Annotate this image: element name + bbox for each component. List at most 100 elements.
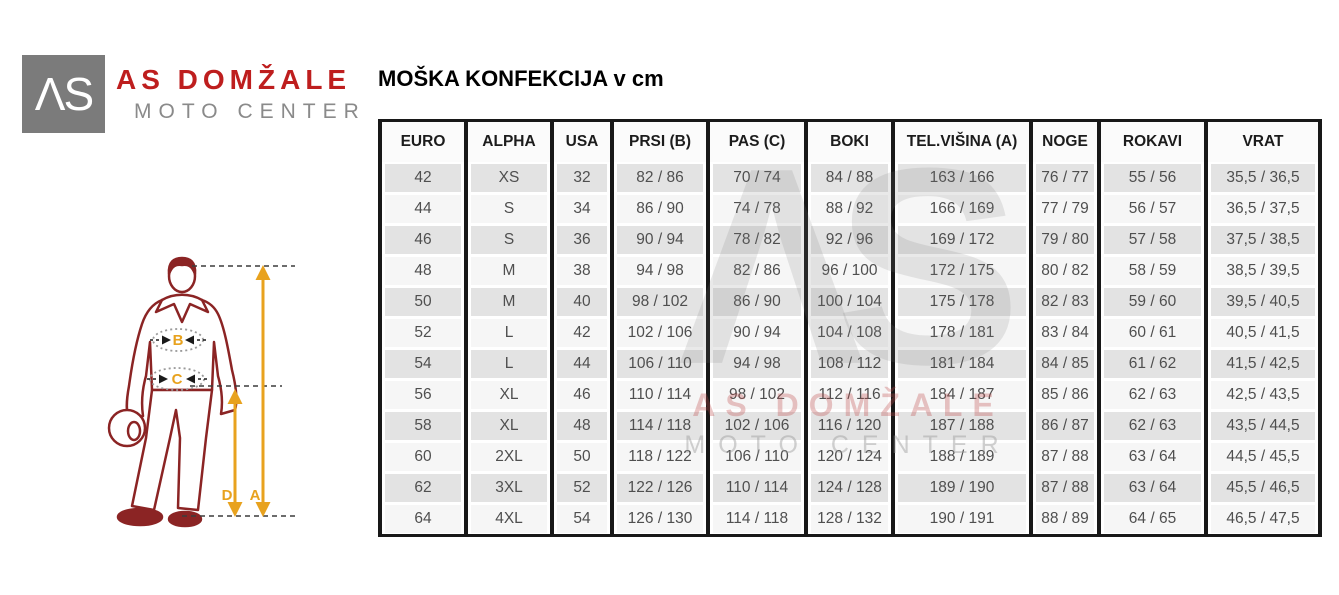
- table-cell: 184 / 187: [891, 378, 1033, 410]
- table-row: 48 M 38 94 / 98 82 / 86 96 / 100 172 / 175 80 /…: [378, 254, 1322, 286]
- table-cell: 187 / 188: [891, 409, 1033, 441]
- table-cell: 32: [550, 161, 614, 193]
- table-cell: 87 / 88: [1029, 440, 1101, 472]
- table-cell: 79 / 80: [1029, 223, 1101, 255]
- measurement-figure: B C D A: [107, 256, 295, 528]
- table-cell: 62 / 63: [1097, 378, 1208, 410]
- table-cell: 46,5 / 47,5: [1204, 502, 1322, 535]
- table-row: 46 S 36 90 / 94 78 / 82 92 / 96 169 / 172 79 / …: [378, 223, 1322, 255]
- table-cell: 35,5 / 36,5: [1204, 161, 1322, 193]
- table-cell: M: [464, 285, 554, 317]
- inseam-arrow-bottom: [227, 502, 243, 517]
- table-cell: 80 / 82: [1029, 254, 1101, 286]
- table-cell: 84 / 85: [1029, 347, 1101, 379]
- table-cell: 54: [550, 502, 614, 535]
- table-cell: 59 / 60: [1097, 285, 1208, 317]
- table-cell: 61 / 62: [1097, 347, 1208, 379]
- table-cell: 46: [550, 378, 614, 410]
- col-header-boki: BOKI: [804, 120, 895, 162]
- table-cell: 94 / 98: [706, 347, 808, 379]
- table-cell: 44,5 / 45,5: [1204, 440, 1322, 472]
- table-row: 44 S 34 86 / 90 74 / 78 88 / 92 166 / 169 77 / …: [378, 192, 1322, 224]
- table-cell: 36: [550, 223, 614, 255]
- table-cell: 38: [550, 254, 614, 286]
- table-cell: 102 / 106: [706, 409, 808, 441]
- table-cell: 112 / 116: [804, 378, 895, 410]
- table-cell: 58 / 59: [1097, 254, 1208, 286]
- table-cell: 169 / 172: [891, 223, 1033, 255]
- table-cell: XL: [464, 378, 554, 410]
- brand-subtitle: MOTO CENTER: [134, 100, 366, 123]
- table-cell: L: [464, 316, 554, 348]
- table-cell: 48: [378, 254, 468, 286]
- page-title: MOŠKA KONFEKCIJA v cm: [378, 66, 664, 91]
- table-cell: 42,5 / 43,5: [1204, 378, 1322, 410]
- table-cell: 190 / 191: [891, 502, 1033, 535]
- table-cell: 77 / 79: [1029, 192, 1101, 224]
- table-row: 56 XL 46 110 / 114 98 / 102 112 / 116 184 / 18…: [378, 378, 1322, 410]
- size-table-body: 42 XS 32 82 / 86 70 / 74 84 / 88 163 / 166 76 /…: [378, 161, 1322, 535]
- table-cell: 36,5 / 37,5: [1204, 192, 1322, 224]
- table-cell: 76 / 77: [1029, 161, 1101, 193]
- table-cell: 41,5 / 42,5: [1204, 347, 1322, 379]
- table-cell: 122 / 126: [610, 471, 710, 503]
- table-cell: 88 / 89: [1029, 502, 1101, 535]
- table-cell: 104 / 108: [804, 316, 895, 348]
- table-row: 54 L 44 106 / 110 94 / 98 108 / 112 181 / 184 8…: [378, 347, 1322, 379]
- table-cell: 88 / 92: [804, 192, 895, 224]
- table-cell: 188 / 189: [891, 440, 1033, 472]
- table-row: 62 3XL 52 122 / 126 110 / 114 124 / 128 189 / …: [378, 471, 1322, 503]
- table-cell: 83 / 84: [1029, 316, 1101, 348]
- table-cell: 42: [550, 316, 614, 348]
- col-header-pas: PAS (C): [706, 120, 808, 162]
- table-cell: 64: [378, 502, 468, 535]
- table-cell: 50: [378, 285, 468, 317]
- table-cell: 60: [378, 440, 468, 472]
- girth-arrows: [147, 335, 207, 384]
- col-header-euro: EURO: [378, 120, 468, 162]
- brand-name: AS DOMŽALE: [116, 64, 352, 95]
- col-header-vrat: VRAT: [1204, 120, 1322, 162]
- table-cell: 42: [378, 161, 468, 193]
- table-cell: 106 / 110: [610, 347, 710, 379]
- table-cell: 55 / 56: [1097, 161, 1208, 193]
- table-cell: 98 / 102: [706, 378, 808, 410]
- height-label: A: [250, 487, 261, 504]
- table-row: 50 M 40 98 / 102 86 / 90 100 / 104 175 / 178 82…: [378, 285, 1322, 317]
- table-cell: 70 / 74: [706, 161, 808, 193]
- table-cell: 86 / 90: [706, 285, 808, 317]
- table-cell: XL: [464, 409, 554, 441]
- table-cell: 34: [550, 192, 614, 224]
- table-cell: 56 / 57: [1097, 192, 1208, 224]
- hair: [167, 256, 197, 276]
- reference-lines: [182, 265, 295, 517]
- table-cell: L: [464, 347, 554, 379]
- table-cell: 44: [550, 347, 614, 379]
- table-cell: 120 / 124: [804, 440, 895, 472]
- table-cell: 82 / 83: [1029, 285, 1101, 317]
- table-cell: 87 / 88: [1029, 471, 1101, 503]
- table-cell: 126 / 130: [610, 502, 710, 535]
- table-cell: 2XL: [464, 440, 554, 472]
- table-cell: 82 / 86: [706, 254, 808, 286]
- table-cell: 90 / 94: [706, 316, 808, 348]
- table-cell: 78 / 82: [706, 223, 808, 255]
- table-cell: 110 / 114: [706, 471, 808, 503]
- table-cell: 85 / 86: [1029, 378, 1101, 410]
- table-cell: 62 / 63: [1097, 409, 1208, 441]
- height-arrows: [227, 265, 271, 517]
- table-cell: 172 / 175: [891, 254, 1033, 286]
- table-cell: 58: [378, 409, 468, 441]
- inseam-label: D: [222, 487, 233, 504]
- table-cell: 86 / 87: [1029, 409, 1101, 441]
- table-cell: 44: [378, 192, 468, 224]
- table-cell: 110 / 114: [610, 378, 710, 410]
- table-row: 60 2XL 50 118 / 122 106 / 110 120 / 124 188 / …: [378, 440, 1322, 472]
- col-header-rokavi: ROKAVI: [1097, 120, 1208, 162]
- table-cell: 38,5 / 39,5: [1204, 254, 1322, 286]
- table-cell: 63 / 64: [1097, 440, 1208, 472]
- table-cell: S: [464, 223, 554, 255]
- brand-logo-monogram: ΛS: [34, 68, 94, 120]
- table-cell: XS: [464, 161, 554, 193]
